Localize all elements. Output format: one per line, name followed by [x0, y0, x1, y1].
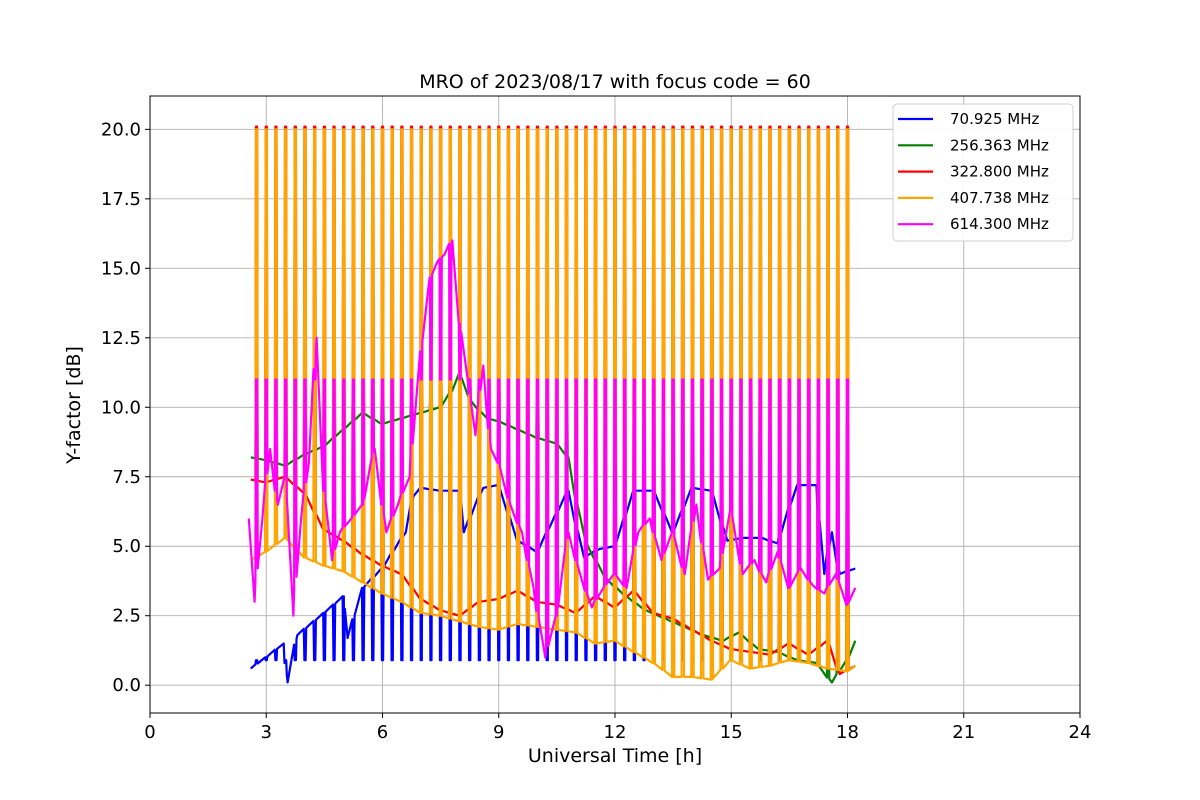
legend-label-322-800-mhz: 322.800 MHz	[950, 163, 1049, 181]
y-tick-label: 20.0	[101, 119, 141, 140]
legend-box	[892, 103, 1074, 242]
y-tick-label: 10.0	[101, 397, 141, 418]
y-axis-label: Y-factor [dB]	[63, 346, 85, 465]
x-tick-label: 6	[377, 722, 388, 743]
series-layer	[247, 125, 857, 684]
y-tick-label: 12.5	[101, 328, 141, 349]
legend-label-614-300-mhz: 614.300 MHz	[950, 215, 1049, 233]
legend: 70.925 MHz 256.363 MHz 322.800 MHz 407.738 …	[892, 103, 1074, 242]
y-tick-label: 17.5	[101, 189, 141, 210]
x-tick-label: 3	[261, 722, 272, 743]
series-line-614-300-mhz	[247, 239, 857, 659]
x-tick-label: 0	[144, 722, 155, 743]
x-tick-label: 9	[493, 722, 504, 743]
tick-layer: 0 3 6 9 12 15 18 21 24 0.0 2.5 5.0 7.5 10.0 12.5 15.0 17…	[101, 119, 1092, 743]
x-axis-label: Universal Time [h]	[528, 745, 702, 767]
legend-label-256-363-mhz: 256.363 MHz	[950, 136, 1049, 154]
y-tick-label: 0.0	[112, 675, 141, 696]
legend-items: 70.925 MHz 256.363 MHz 322.800 MHz 407.738 …	[898, 110, 1049, 233]
y-tick-label: 5.0	[112, 536, 141, 557]
y-tick-label: 15.0	[101, 258, 141, 279]
series-line-407-738-mhz	[250, 128, 856, 681]
x-tick-label: 15	[720, 722, 743, 743]
legend-label-70-925-mhz: 70.925 MHz	[950, 110, 1039, 128]
legend-label-407-738-mhz: 407.738 MHz	[950, 189, 1049, 207]
x-tick-label: 12	[604, 722, 627, 743]
y-tick-label: 7.5	[112, 467, 141, 488]
chart-title: MRO of 2023/08/17 with focus code = 60	[419, 71, 811, 93]
y-tick-label: 2.5	[112, 606, 141, 627]
x-tick-label: 18	[836, 722, 859, 743]
x-tick-label: 24	[1069, 722, 1092, 743]
x-tick-label: 21	[952, 722, 975, 743]
